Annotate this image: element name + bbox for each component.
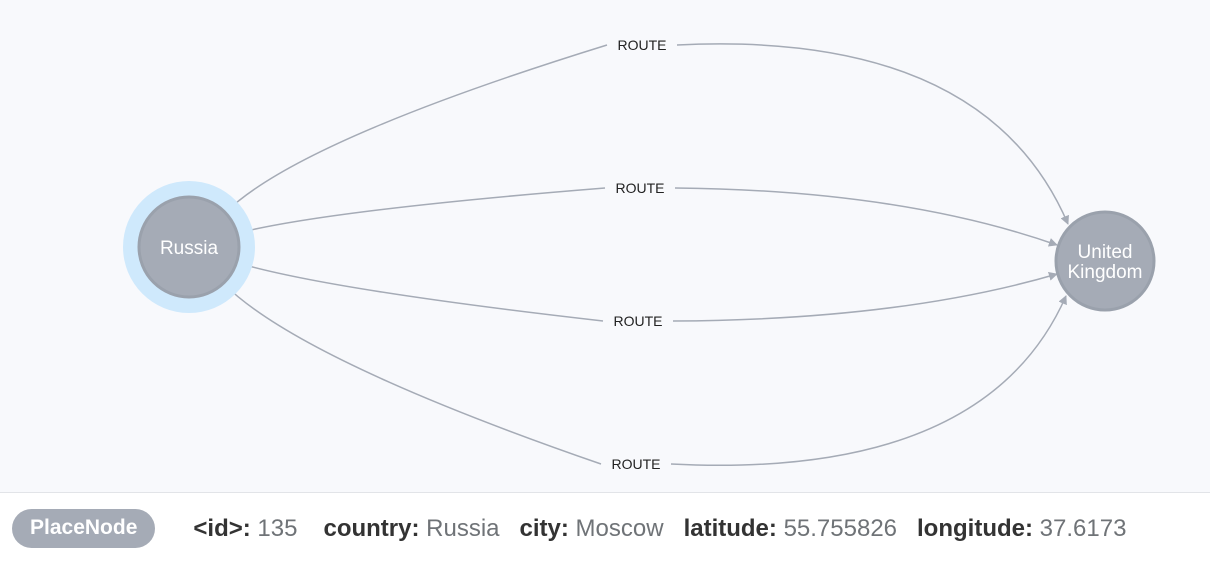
node-inspector-panel: PlaceNode <id>: 135 country: Russia city… <box>0 492 1210 564</box>
property-id: <id>: 135 <box>193 515 297 543</box>
graph-node-russia[interactable]: Russia <box>123 181 255 313</box>
graph-canvas[interactable]: ROUTE ROUTE ROUTE ROUTE Russia United Kingdom <box>0 0 1210 492</box>
property-value: 135 <box>257 514 298 542</box>
property-value: 55.755826 <box>783 514 898 542</box>
node-circle[interactable] <box>137 195 241 299</box>
relationship-arrow[interactable] <box>670 295 1067 467</box>
relationship-line[interactable] <box>223 283 602 465</box>
relationship-label: ROUTE <box>614 313 663 329</box>
route-relationship[interactable]: ROUTE <box>223 283 1067 472</box>
property-latitude: latitude: 55.755826 <box>684 515 897 543</box>
property-longitude: longitude: 37.6173 <box>917 515 1126 543</box>
relationship-line[interactable] <box>225 44 608 213</box>
property-key: longitude: <box>917 514 1033 542</box>
relationship-line[interactable] <box>237 187 606 234</box>
property-key: country: <box>323 514 420 542</box>
property-value: Moscow <box>575 514 664 542</box>
node-caption: United <box>1078 242 1133 263</box>
node-circle[interactable] <box>1054 210 1156 312</box>
relationship-arrow[interactable] <box>674 187 1058 247</box>
property-key: latitude: <box>683 514 777 542</box>
route-relationship[interactable]: ROUTE <box>237 180 1058 247</box>
relationship-arrow[interactable] <box>672 271 1058 322</box>
property-value: 37.6173 <box>1039 514 1127 542</box>
node-caption: Kingdom <box>1068 262 1143 283</box>
relationship-label: ROUTE <box>618 37 667 53</box>
relationship-label: ROUTE <box>612 456 661 472</box>
node-caption: Russia <box>160 238 219 259</box>
relationship-label: ROUTE <box>616 180 665 196</box>
property-key: <id>: <box>193 514 251 542</box>
relationship-arrow[interactable] <box>676 43 1069 225</box>
relationship-line[interactable] <box>237 262 604 322</box>
node-label-badge[interactable]: PlaceNode <box>12 509 156 548</box>
property-country: country: Russia <box>323 515 499 543</box>
route-relationship[interactable]: ROUTE <box>237 262 1058 329</box>
edges-layer: ROUTE ROUTE ROUTE ROUTE <box>223 37 1069 472</box>
property-value: Russia <box>426 514 500 542</box>
property-key: city: <box>519 514 569 542</box>
property-city: city: Moscow <box>520 515 664 543</box>
route-relationship[interactable]: ROUTE <box>225 37 1069 225</box>
